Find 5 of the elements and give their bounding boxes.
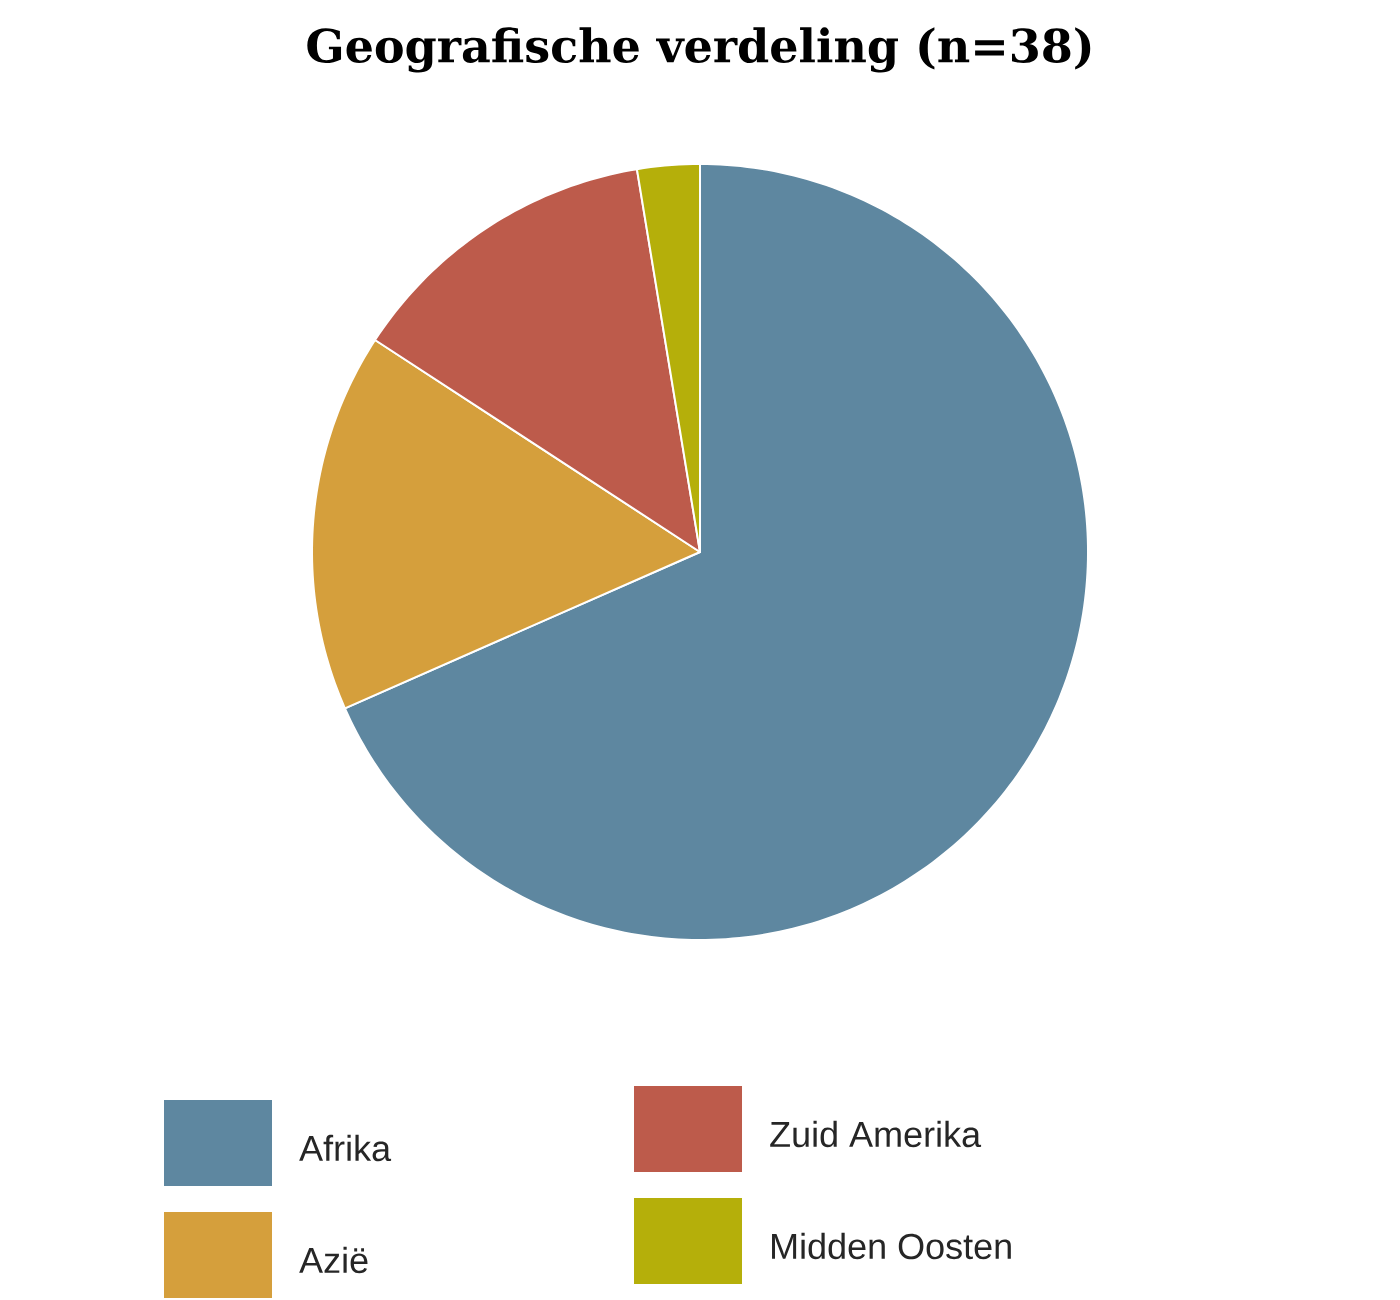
legend-label: Afrika (299, 1134, 392, 1162)
legend-label: Midden Oosten (772, 1232, 1011, 1260)
chart-title: Geografische verdeling (n=38) (307, 27, 1091, 73)
legend-label: Azië (299, 1246, 368, 1274)
legend-label: Zuid Amerika (770, 1120, 982, 1148)
